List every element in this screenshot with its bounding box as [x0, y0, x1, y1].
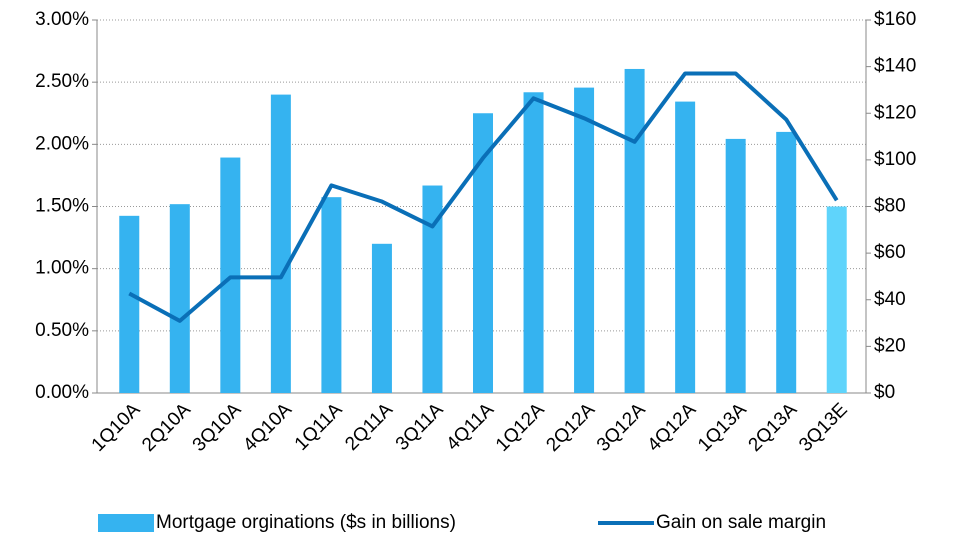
- bar: [776, 131, 797, 393]
- y2-tick-label: $120: [874, 102, 916, 123]
- y-tick-label: 3.00%: [35, 9, 89, 30]
- legend-swatch: [98, 514, 154, 532]
- x-tick-label: 1Q11A: [291, 399, 347, 455]
- bar: [119, 215, 140, 393]
- y2-tick-label: $60: [874, 242, 906, 263]
- x-tick-label: 1Q10A: [88, 399, 145, 456]
- bar: [574, 87, 595, 393]
- bar: [422, 185, 443, 393]
- x-tick-label: 4Q10A: [239, 399, 296, 456]
- y-tick-label: 1.50%: [35, 196, 89, 217]
- bar: [321, 197, 342, 393]
- bar: [371, 243, 392, 393]
- y2-tick-label: $40: [874, 289, 906, 310]
- y2-tick-label: $20: [874, 335, 906, 356]
- x-tick-label: 2Q10A: [138, 399, 195, 456]
- y-tick-label: 2.50%: [35, 71, 89, 92]
- bar: [473, 113, 493, 393]
- x-tick-label: 1Q12A: [492, 399, 549, 456]
- x-tick-label: 3Q13E: [795, 399, 852, 456]
- bar: [523, 92, 544, 394]
- bar: [220, 157, 241, 393]
- bar: [675, 101, 696, 393]
- x-tick-label: 2Q11A: [341, 399, 397, 455]
- y-tick-label: 2.00%: [35, 133, 89, 154]
- y-tick-label: 0.00%: [35, 382, 89, 403]
- bar: [270, 94, 291, 393]
- y-tick-label: 0.50%: [35, 320, 89, 341]
- line: [128, 71, 839, 323]
- x-tick-label: 4Q12A: [644, 399, 701, 456]
- bar: [624, 68, 645, 394]
- x-tick-label: 3Q12A: [593, 399, 650, 456]
- y2-tick-label: $100: [874, 149, 916, 170]
- legend-label: Mortgage orginations ($s in billions): [156, 512, 456, 533]
- y2-tick-label: $160: [874, 9, 916, 30]
- legend-label: Gain on sale margin: [656, 512, 826, 533]
- bar: [169, 204, 190, 393]
- x-tick-label: 1Q13A: [694, 399, 751, 456]
- y2-tick-label: $140: [874, 56, 916, 77]
- x-tick-label: 2Q13A: [745, 399, 802, 456]
- bar: [826, 206, 847, 393]
- y-tick-label: 1.00%: [35, 258, 89, 279]
- x-tick-label: 3Q11A: [392, 399, 448, 455]
- y2-tick-label: $0: [874, 382, 895, 403]
- y2-tick-label: $80: [874, 196, 906, 217]
- x-tick-label: 3Q10A: [189, 399, 246, 456]
- bar: [725, 138, 746, 393]
- x-tick-label: 2Q12A: [542, 399, 599, 456]
- x-tick-label: 4Q11A: [442, 399, 498, 455]
